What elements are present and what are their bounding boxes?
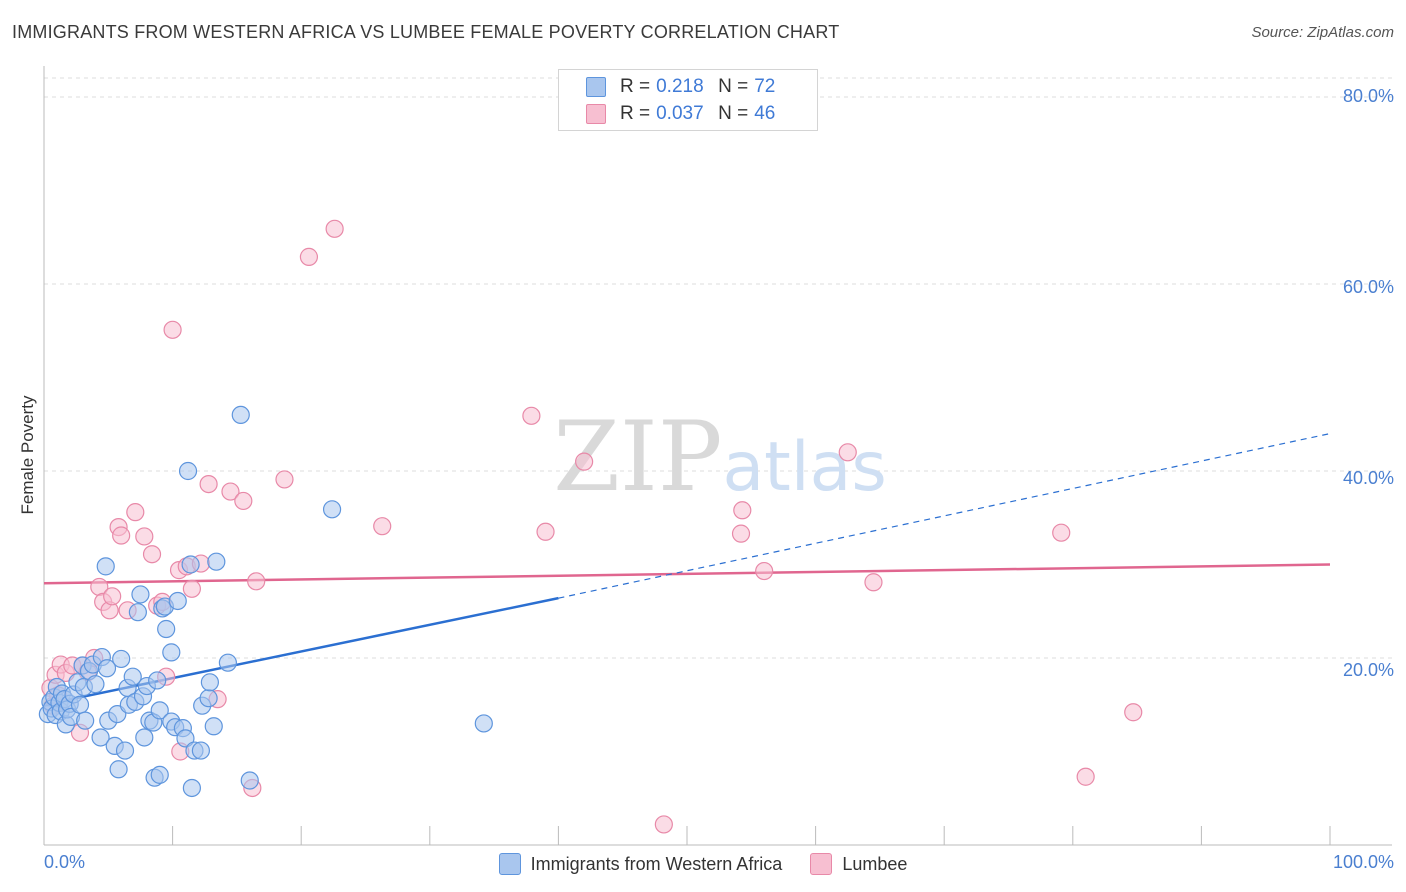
point-lumbee xyxy=(536,522,555,541)
point-lumbee xyxy=(126,503,145,522)
point-western-africa xyxy=(115,741,135,760)
point-lumbee xyxy=(163,320,182,339)
point-lumbee xyxy=(247,572,266,591)
point-lumbee xyxy=(103,587,122,606)
point-western-africa xyxy=(157,619,176,639)
stats-r-value-pink: 0.037 xyxy=(656,103,704,124)
point-western-africa xyxy=(123,667,142,686)
point-western-africa xyxy=(176,729,195,748)
point-western-africa xyxy=(131,585,150,604)
point-lumbee xyxy=(182,579,201,598)
point-lumbee xyxy=(1052,523,1071,542)
point-western-africa xyxy=(76,711,95,730)
watermark: ZIPatlas xyxy=(553,401,887,513)
point-western-africa xyxy=(128,603,147,622)
stats-swatch-blue xyxy=(586,77,606,97)
point-western-africa xyxy=(218,653,237,672)
point-lumbee xyxy=(654,815,673,834)
grid-layer xyxy=(44,77,1392,659)
legend-item-western-africa[interactable]: Immigrants from Western Africa xyxy=(498,853,783,875)
y-tick-label-60: 60.0% xyxy=(1342,277,1394,297)
point-western-africa xyxy=(86,675,105,694)
trend-line-lumbee xyxy=(43,563,1331,585)
legend: Immigrants from Western Africa Lumbee xyxy=(0,853,1406,875)
point-western-africa xyxy=(112,649,131,669)
point-lumbee xyxy=(275,470,294,489)
point-western-africa xyxy=(204,717,223,736)
point-western-africa xyxy=(207,552,226,571)
point-western-africa xyxy=(200,673,219,692)
stats-r-label: R = xyxy=(620,76,651,97)
point-western-africa xyxy=(96,557,115,576)
point-western-africa xyxy=(70,695,90,714)
stats-n-value-pink: 46 xyxy=(754,103,776,124)
point-western-africa xyxy=(135,728,154,747)
y-tick-label-80: 80.0% xyxy=(1342,86,1394,106)
point-lumbee xyxy=(838,443,857,462)
chart-title: IMMIGRANTS FROM WESTERN AFRICA VS LUMBEE… xyxy=(12,22,840,42)
point-lumbee xyxy=(575,452,594,471)
chart-source: Source: ZipAtlas.com xyxy=(1251,24,1394,41)
point-western-africa xyxy=(181,555,200,574)
legend-label-western-africa: Immigrants from Western Africa xyxy=(530,853,783,874)
point-lumbee xyxy=(373,517,392,536)
point-lumbee xyxy=(1124,703,1143,722)
point-lumbee xyxy=(755,561,774,581)
point-western-africa xyxy=(91,728,110,747)
point-western-africa xyxy=(97,659,117,678)
point-lumbee xyxy=(864,573,883,592)
legend-swatch-pink xyxy=(810,853,833,875)
stats-r-label: R = xyxy=(620,103,651,124)
legend-item-lumbee[interactable]: Lumbee xyxy=(810,853,907,875)
stats-swatch-pink xyxy=(586,104,606,124)
stats-r-value-blue: 0.218 xyxy=(656,76,704,97)
point-lumbee xyxy=(112,526,131,545)
point-western-africa xyxy=(182,778,201,798)
point-lumbee xyxy=(522,406,541,425)
point-western-africa xyxy=(168,591,187,611)
point-western-africa xyxy=(231,405,250,424)
stats-row-blue: R = 0.218 N = 72 xyxy=(586,74,775,100)
stats-n-label: N = xyxy=(718,103,749,124)
point-lumbee xyxy=(234,491,253,511)
legend-label-lumbee: Lumbee xyxy=(842,853,908,874)
point-western-africa xyxy=(474,714,493,733)
point-lumbee xyxy=(135,527,154,546)
x-tick-label-min: 0.0% xyxy=(44,852,86,872)
point-lumbee xyxy=(221,482,240,501)
point-western-africa xyxy=(322,500,342,519)
stats-box: R = 0.218 N = 72 R = 0.037 N = 46 xyxy=(558,69,818,131)
point-western-africa xyxy=(150,701,169,720)
point-western-africa xyxy=(178,461,198,481)
stats-n-label: N = xyxy=(718,76,749,97)
point-lumbee xyxy=(325,219,344,238)
stats-n-value-blue: 72 xyxy=(754,76,776,97)
watermark-atlas: atlas xyxy=(722,428,886,507)
point-western-africa xyxy=(162,643,181,662)
point-lumbee xyxy=(199,474,218,494)
x-tick-label-max: 100.0% xyxy=(1332,852,1394,872)
point-lumbee xyxy=(731,524,751,543)
y-axis-label: Female Poverty xyxy=(18,395,37,515)
legend-swatch-blue xyxy=(498,853,521,875)
point-lumbee xyxy=(299,247,319,266)
y-tick-label-40: 40.0% xyxy=(1342,468,1394,488)
point-western-africa xyxy=(191,741,210,760)
point-lumbee xyxy=(1076,767,1095,786)
point-western-africa xyxy=(148,671,167,690)
point-western-africa xyxy=(240,771,259,790)
points-layer xyxy=(38,219,1143,834)
y-tick-label-20: 20.0% xyxy=(1342,660,1394,680)
point-western-africa xyxy=(150,765,169,784)
stats-row-pink: R = 0.037 N = 46 xyxy=(586,101,775,127)
point-western-africa xyxy=(109,760,128,779)
point-western-africa xyxy=(199,689,218,708)
point-lumbee xyxy=(733,501,752,520)
point-lumbee xyxy=(142,545,162,564)
